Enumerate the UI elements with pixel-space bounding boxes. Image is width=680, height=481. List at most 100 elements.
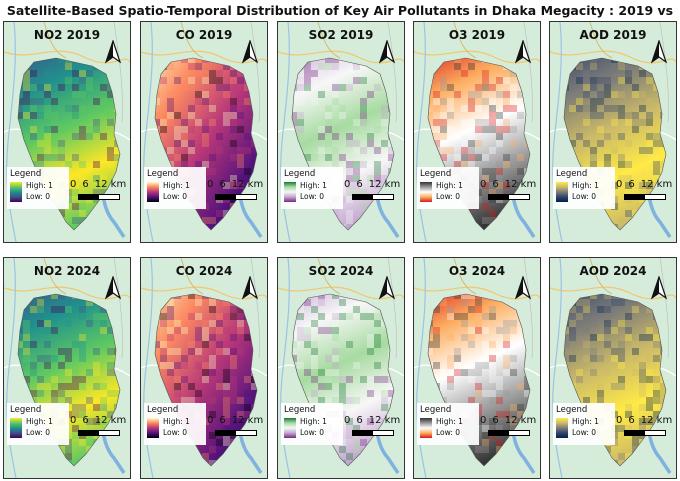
scale-label-6: 6 xyxy=(219,415,226,426)
scale-bar: 0 6 12 km xyxy=(205,411,267,445)
legend-high-label: High: 1 xyxy=(26,181,53,190)
scale-bar-graphic xyxy=(488,194,530,200)
scale-bar-graphic xyxy=(78,430,120,436)
north-arrow-icon xyxy=(241,276,259,300)
map-panel: NO2 2019 Legend High: 1 Low: 0 0 6 12 km xyxy=(3,21,131,243)
scale-label-0: 0 xyxy=(344,179,351,190)
scale-label-12: 12 km xyxy=(640,179,673,190)
scale-label-0: 0 xyxy=(480,415,487,426)
scale-label-0: 0 xyxy=(480,179,487,190)
legend-high-label: High: 1 xyxy=(26,417,53,426)
legend-high-label: High: 1 xyxy=(436,181,463,190)
scale-labels: 0 6 12 km xyxy=(344,415,404,426)
legend: Legend High: 1 Low: 0 xyxy=(281,403,343,445)
scale-bar-graphic xyxy=(352,194,394,200)
scale-label-12: 12 km xyxy=(94,415,127,426)
scale-label-6: 6 xyxy=(82,179,89,190)
scale-labels: 0 6 12 km xyxy=(480,179,540,190)
legend-title: Legend xyxy=(420,169,452,179)
scale-bar: 0 6 12 km xyxy=(478,411,540,445)
legend-low-label: Low: 0 xyxy=(572,192,597,201)
scale-label-6: 6 xyxy=(628,179,635,190)
panel-title: NO2 2019 xyxy=(33,28,101,42)
scale-label-0: 0 xyxy=(207,415,214,426)
panel-title: AOD 2024 xyxy=(579,264,647,278)
legend-low-label: Low: 0 xyxy=(163,192,188,201)
scale-label-12: 12 km xyxy=(231,179,264,190)
legend-title: Legend xyxy=(147,405,179,415)
legend-title: Legend xyxy=(10,405,42,415)
map-panel: NO2 2024 Legend High: 1 Low: 0 0 6 12 km xyxy=(3,257,131,479)
legend-color-ramp xyxy=(284,182,296,202)
panel-title: O3 2019 xyxy=(448,28,506,42)
legend: Legend High: 1 Low: 0 xyxy=(144,167,206,209)
scale-bar-graphic xyxy=(215,430,257,436)
scale-labels: 0 6 12 km xyxy=(207,179,267,190)
scale-label-12: 12 km xyxy=(368,415,401,426)
scale-labels: 0 6 12 km xyxy=(480,415,540,426)
legend-color-ramp xyxy=(284,418,296,438)
legend-low-label: Low: 0 xyxy=(436,192,461,201)
legend: Legend High: 1 Low: 0 xyxy=(7,167,69,209)
legend-title: Legend xyxy=(147,169,179,179)
scale-label-12: 12 km xyxy=(94,179,127,190)
panel-title: CO 2019 xyxy=(175,28,233,42)
scale-labels: 0 6 12 km xyxy=(616,415,676,426)
map-panel: CO 2024 Legend High: 1 Low: 0 0 6 12 km xyxy=(140,257,268,479)
scale-label-6: 6 xyxy=(628,415,635,426)
map-panel: SO2 2019 Legend High: 1 Low: 0 0 6 12 km xyxy=(277,21,405,243)
legend-high-label: High: 1 xyxy=(436,417,463,426)
pollutant-map xyxy=(141,258,267,478)
scale-label-12: 12 km xyxy=(504,415,537,426)
north-arrow-icon xyxy=(514,276,532,300)
scale-labels: 0 6 12 km xyxy=(344,179,404,190)
scale-label-6: 6 xyxy=(492,415,499,426)
legend-color-ramp xyxy=(10,182,22,202)
north-arrow-icon xyxy=(514,40,532,64)
legend-high-label: High: 1 xyxy=(572,181,599,190)
map-panel: O3 2019 Legend High: 1 Low: 0 0 6 12 km xyxy=(413,21,541,243)
panel-title: NO2 2024 xyxy=(33,264,101,278)
legend-color-ramp xyxy=(147,418,159,438)
scale-bar: 0 6 12 km xyxy=(342,411,404,445)
legend-low-label: Low: 0 xyxy=(300,428,325,437)
legend: Legend High: 1 Low: 0 xyxy=(417,403,479,445)
legend-high-label: High: 1 xyxy=(300,417,327,426)
scale-label-12: 12 km xyxy=(368,179,401,190)
scale-label-6: 6 xyxy=(492,179,499,190)
scale-bar-graphic xyxy=(624,430,666,436)
legend: Legend High: 1 Low: 0 xyxy=(281,167,343,209)
scale-bar-graphic xyxy=(78,194,120,200)
legend-low-label: Low: 0 xyxy=(436,428,461,437)
panel-title: SO2 2024 xyxy=(308,264,374,278)
legend-low-label: Low: 0 xyxy=(163,428,188,437)
legend-low-label: Low: 0 xyxy=(300,192,325,201)
scale-labels: 0 6 12 km xyxy=(70,179,130,190)
legend-high-label: High: 1 xyxy=(572,417,599,426)
north-arrow-icon xyxy=(378,40,396,64)
scale-bar-graphic xyxy=(352,430,394,436)
north-arrow-icon xyxy=(241,40,259,64)
north-arrow-icon xyxy=(104,40,122,64)
scale-label-12: 12 km xyxy=(504,179,537,190)
scale-label-0: 0 xyxy=(70,179,77,190)
scale-label-12: 12 km xyxy=(231,415,264,426)
panel-title: AOD 2019 xyxy=(579,28,647,42)
scale-bar: 0 6 12 km xyxy=(478,175,540,209)
scale-label-6: 6 xyxy=(219,179,226,190)
legend-low-label: Low: 0 xyxy=(26,428,51,437)
legend-title: Legend xyxy=(284,169,316,179)
legend-color-ramp xyxy=(420,418,432,438)
legend-color-ramp xyxy=(556,182,568,202)
legend: Legend High: 1 Low: 0 xyxy=(7,403,69,445)
north-arrow-icon xyxy=(650,276,668,300)
scale-bar-graphic xyxy=(215,194,257,200)
scale-labels: 0 6 12 km xyxy=(207,415,267,426)
scale-bar: 0 6 12 km xyxy=(342,175,404,209)
scale-label-0: 0 xyxy=(70,415,77,426)
scale-label-6: 6 xyxy=(82,415,89,426)
panel-title: O3 2024 xyxy=(448,264,506,278)
legend-title: Legend xyxy=(284,405,316,415)
scale-bar: 0 6 12 km xyxy=(68,411,130,445)
scale-labels: 0 6 12 km xyxy=(616,179,676,190)
